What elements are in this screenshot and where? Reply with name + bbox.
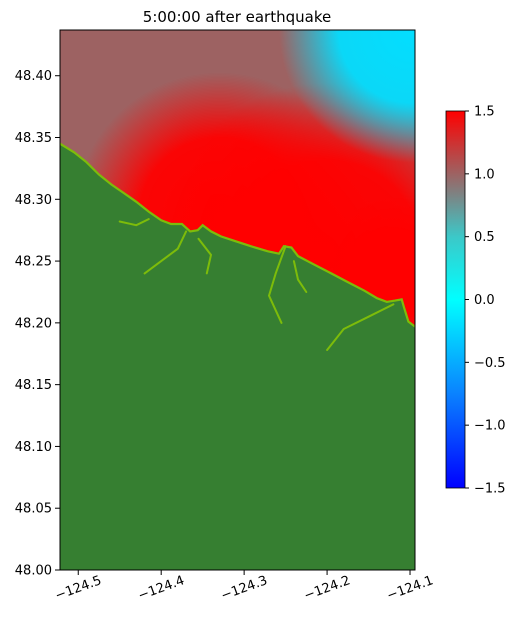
colorbar: 1.5 1.0 0.5 0.0 −0.5 −1.0 −1.5 [445,105,506,497]
y-tick-label: 48.30 [15,193,52,208]
heatmap-area [60,30,415,570]
x-axis: −124.5 −124.4 −124.3 −124.2 −124.1 [53,570,435,604]
y-tick-label: 48.20 [15,316,52,331]
colorbar-gradient [445,110,466,489]
colorbar-tick-label: 0.0 [474,293,495,308]
colorbar-tick-label: 1.0 [474,167,495,182]
colorbar-tick-label: −1.5 [474,482,506,497]
x-tick-label: −124.3 [219,573,269,604]
x-tick-label: −124.2 [302,573,352,604]
y-tick-label: 48.00 [15,564,52,579]
colorbar-tick-label: 1.5 [474,105,495,120]
y-axis: 48.00 48.05 48.10 48.15 48.20 48.25 48.30 48.35… [15,69,60,579]
y-tick-label: 48.10 [15,440,52,455]
inlet-channel [118,218,150,227]
y-tick-label: 48.15 [15,378,52,393]
water-field-blob [279,30,415,163]
colorbar-tick-label: 0.5 [474,230,495,245]
inlet-channel [143,230,188,275]
river-inlets [118,218,395,351]
plot-frame [59,29,416,571]
inlet-channel [197,237,213,275]
land-region [60,143,415,570]
inlet-channel [267,245,287,324]
x-tick-label: −124.4 [136,573,186,604]
colorbar-tick-label: −0.5 [474,356,506,371]
colorbar-ticks: 1.5 1.0 0.5 0.0 −0.5 −1.0 −1.5 [465,105,506,497]
x-tick-label: −124.1 [385,573,435,604]
shoreline [60,142,415,328]
y-tick-label: 48.35 [15,131,52,146]
chart-title: 5:00:00 after earthquake [143,8,331,26]
x-tick-label: −124.5 [53,573,103,604]
y-tick-label: 48.40 [15,69,52,84]
y-tick-label: 48.05 [15,502,52,517]
inlet-channel [326,303,395,351]
inlet-channel [292,260,308,293]
colorbar-tick-label: −1.0 [474,419,506,434]
y-tick-label: 48.25 [15,255,52,270]
